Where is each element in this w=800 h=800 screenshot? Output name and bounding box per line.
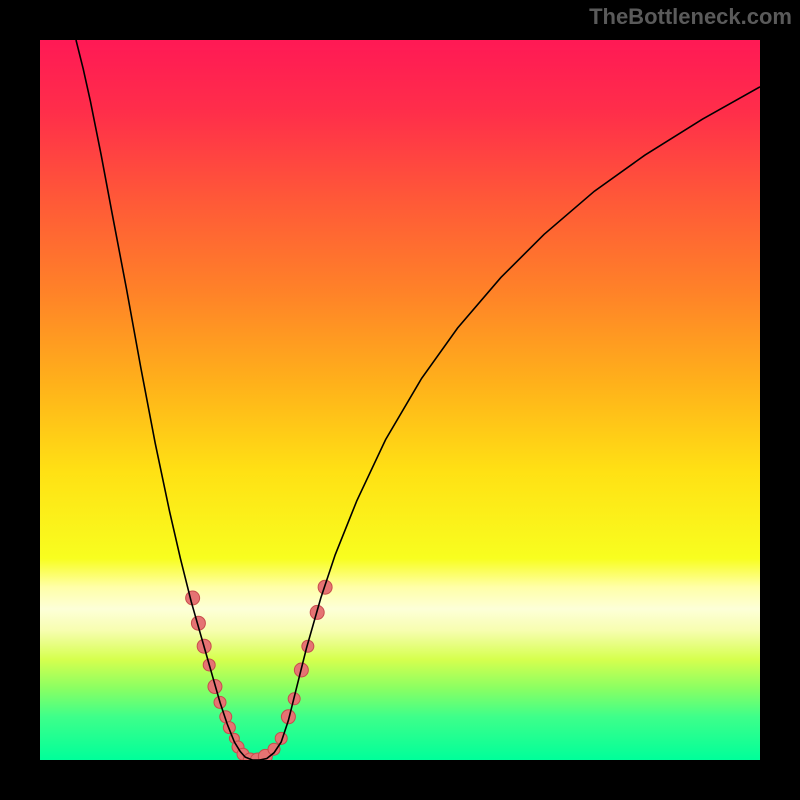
chart-container: TheBottleneck.com bbox=[0, 0, 800, 800]
data-marker bbox=[186, 591, 200, 605]
plot-area bbox=[40, 40, 760, 760]
watermark-text: TheBottleneck.com bbox=[589, 4, 792, 30]
plot-svg bbox=[40, 40, 760, 760]
gradient-background bbox=[40, 40, 760, 760]
